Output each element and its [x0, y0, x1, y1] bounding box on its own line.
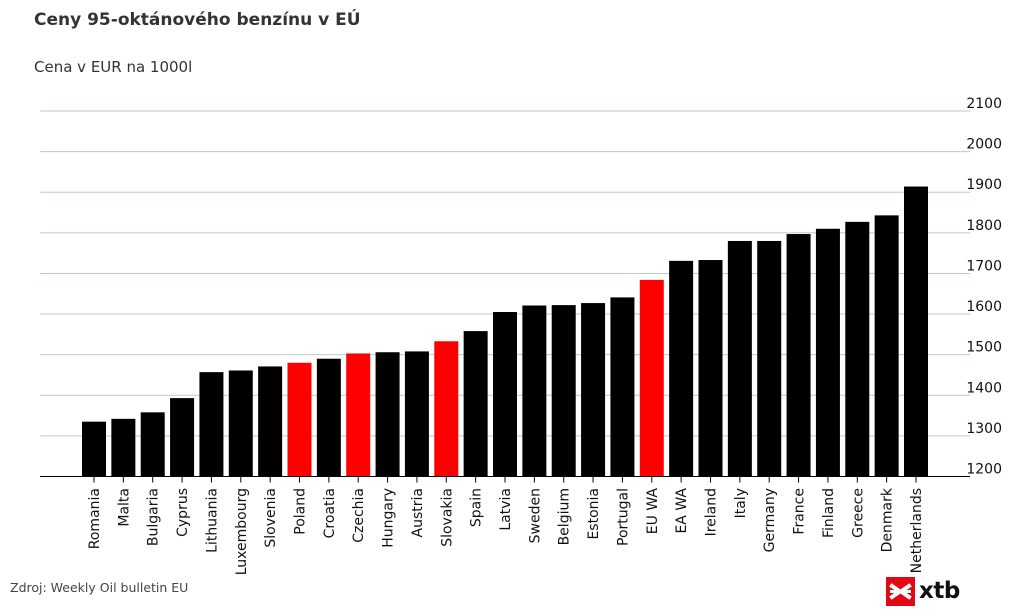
bar [375, 352, 400, 477]
y-tick-label: 1500 [966, 340, 1002, 356]
bar [228, 370, 253, 477]
source-note: Zdroj: Weekly Oil bulletin EU [10, 580, 189, 595]
x-tick-label: Greece [850, 488, 866, 538]
x-tick-label: Lithuania [204, 488, 220, 553]
bar [140, 412, 165, 477]
y-tick-label: 1200 [966, 462, 1002, 478]
bar [316, 358, 341, 477]
y-tick-label: 1300 [966, 421, 1002, 437]
x-tick-label: Estonia [586, 488, 602, 540]
bar [463, 331, 488, 477]
bar [815, 228, 840, 477]
x-tick-label: Luxembourg [234, 488, 250, 575]
x-tick-label: Cyprus [175, 488, 191, 537]
bar [610, 297, 635, 477]
gridlines [40, 110, 970, 437]
y-tick-label: 1800 [966, 218, 1002, 234]
bar [199, 372, 224, 477]
x-tick-label: Italy [733, 488, 749, 518]
chart-title: Ceny 95-oktánového benzínu v EÚ [34, 10, 361, 30]
x-tick-label: Germany [762, 488, 778, 552]
chart-subtitle: Cena v EUR na 1000l [34, 58, 193, 76]
x-tick-label: EA WA [674, 488, 690, 534]
bar [522, 305, 547, 477]
xtb-logo-text: xtb [919, 578, 960, 604]
x-tick-label: Sweden [527, 488, 543, 543]
bar [904, 186, 928, 477]
x-tick-label: EU WA [645, 488, 661, 535]
bar [639, 279, 664, 477]
bar-chart: 1200 1300 1400 1500 1600 1700 1800 1900 2000 2100… [40, 96, 1002, 575]
bar [669, 260, 694, 477]
bars [82, 186, 928, 477]
y-axis-ticks: 1200 1300 1400 1500 1600 1700 1800 1900 2000 2100 [966, 96, 1002, 478]
x-tick-label: Ireland [704, 488, 720, 536]
x-tick-label: Netherlands [909, 488, 925, 573]
y-tick-label: 2000 [966, 137, 1002, 153]
x-tick-label: Spain [469, 488, 485, 527]
bar [170, 398, 195, 477]
x-tick-label: Latvia [498, 488, 514, 531]
x-tick-label: Czechia [351, 488, 367, 543]
x-tick-label: Austria [410, 488, 426, 537]
x-tick-label: Belgium [557, 488, 573, 545]
bar [434, 341, 459, 477]
x-tick-label: Croatia [322, 488, 338, 538]
bar [551, 305, 576, 477]
bar [757, 240, 782, 477]
x-tick-label: France [792, 488, 808, 535]
bar [493, 312, 517, 477]
y-tick-label: 2100 [966, 96, 1002, 112]
bar [258, 366, 283, 477]
x-tick-label: Denmark [880, 487, 896, 552]
x-tick-label: Malta [116, 488, 132, 527]
bar [786, 234, 811, 477]
bar [727, 240, 752, 477]
x-tick-label: Romania [87, 488, 103, 549]
y-tick-label: 1600 [966, 299, 1002, 315]
bar [845, 221, 870, 477]
x-tick-label: Slovenia [263, 488, 279, 548]
bar [698, 260, 723, 477]
x-axis-ticks: Romania Malta Bulgaria Cyprus Lithuania Luxem… [87, 476, 925, 575]
bar [581, 303, 606, 477]
bar [346, 353, 371, 477]
x-tick-label: Finland [821, 488, 837, 538]
y-tick-label: 1700 [966, 258, 1002, 274]
x-tick-label: Bulgaria [146, 488, 162, 546]
y-tick-label: 1400 [966, 380, 1002, 396]
bar [404, 351, 429, 477]
xtb-logo: xtb [886, 576, 960, 606]
y-tick-label: 1900 [966, 177, 1002, 193]
bar [287, 362, 312, 477]
x-tick-label: Poland [293, 488, 309, 535]
bar [82, 421, 106, 477]
x-tick-label: Slovakia [439, 488, 455, 547]
x-tick-label: Portugal [615, 488, 631, 546]
bar [111, 418, 136, 477]
x-tick-label: Hungary [381, 488, 397, 548]
bar [874, 215, 899, 477]
xtb-logo-icon [886, 576, 915, 606]
